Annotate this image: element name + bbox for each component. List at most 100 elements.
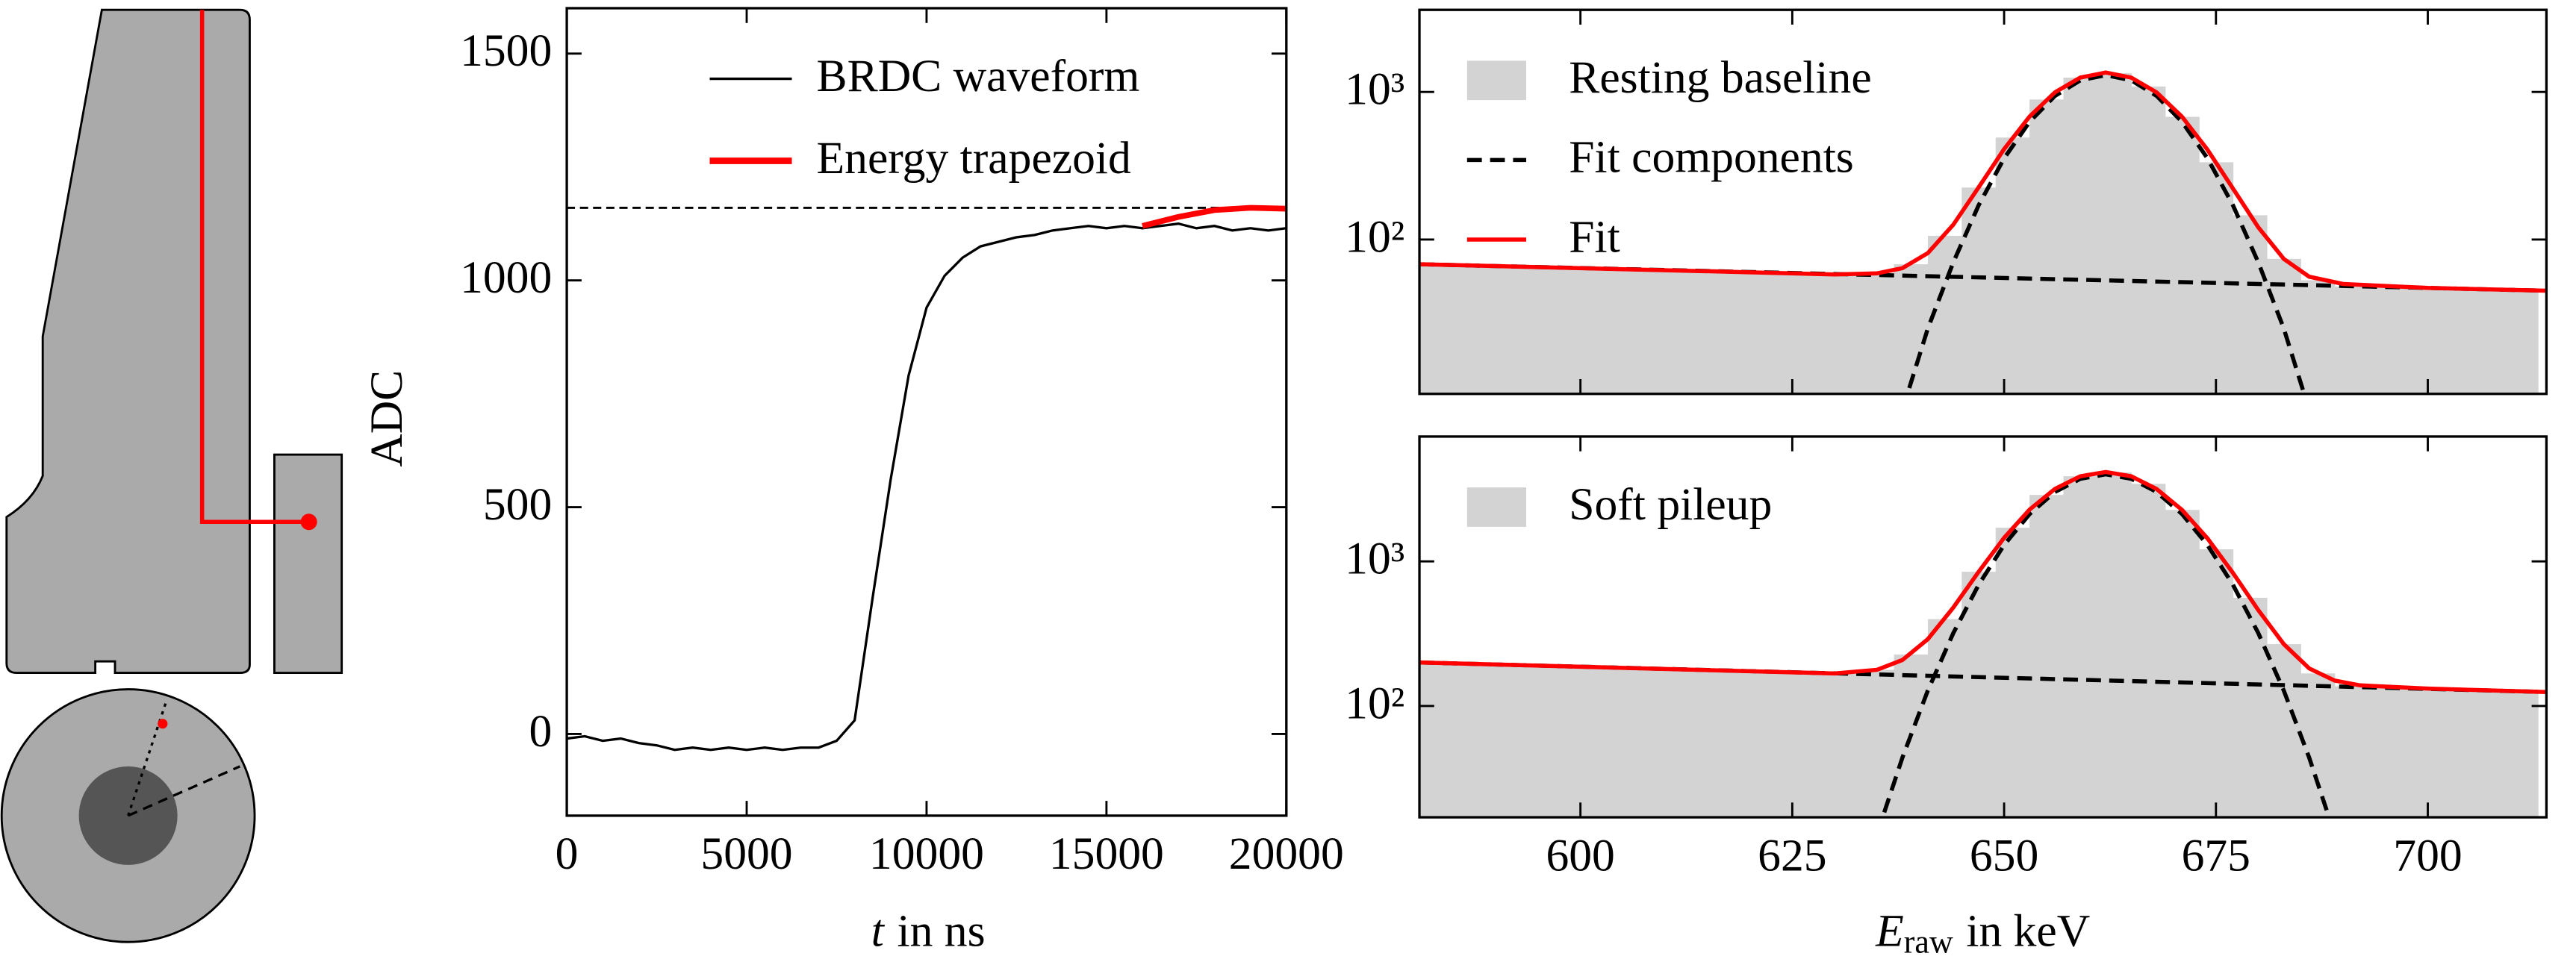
histogram-bar: [1826, 673, 1861, 818]
histogram-bar: [2504, 691, 2539, 818]
histogram-bar: [2334, 686, 2369, 818]
legend-label: Fit components: [1569, 132, 1854, 183]
histogram-bar: [2368, 687, 2404, 818]
y-axis-label: ADC: [361, 370, 412, 467]
histogram-bar: [1487, 664, 1522, 818]
plot-area: [567, 204, 1287, 752]
histogram-bar: [1555, 666, 1590, 818]
histogram-bar: [1724, 670, 1759, 818]
contact-point: [300, 513, 317, 531]
histogram-bar: [2436, 289, 2471, 394]
label-symbol: t: [871, 906, 886, 957]
detector-diagram: [0, 8, 343, 943]
histogram-bar: [2233, 598, 2268, 818]
histogram-bar: [1792, 274, 1827, 394]
label-text: in ns: [897, 906, 985, 957]
x-tick-label: 600: [1546, 830, 1614, 881]
histogram-bar: [2029, 495, 2065, 818]
histogram-bar: [2097, 73, 2132, 394]
histogram-bar: [2470, 289, 2505, 394]
x-tick-label: 650: [1970, 830, 2038, 881]
histogram-bar: [2233, 215, 2268, 394]
histogram-bar: [1453, 663, 1488, 818]
histogram-bar: [2334, 286, 2369, 394]
histogram-bar: [2199, 162, 2234, 394]
histogram-bar: [2063, 77, 2098, 394]
label-symbol: E: [1875, 906, 1904, 957]
plot-frame: [1418, 8, 2548, 396]
y-tick-label: 10²: [1345, 211, 1404, 262]
legend-label: Fit: [1569, 211, 1620, 262]
legend-label: BRDC waveform: [817, 51, 1140, 102]
y-tick-label: 10³: [1345, 64, 1404, 115]
x-tick-label: 20000: [1229, 828, 1344, 879]
x-axis-label: t in ns: [871, 906, 986, 957]
histogram-bar: [2097, 472, 2132, 818]
histogram-bar: [1860, 273, 1895, 394]
plot-frame: [565, 7, 1288, 817]
histogram-bar: [2402, 287, 2437, 394]
detector-body: [5, 8, 251, 675]
x-tick-label: 675: [2182, 830, 2250, 881]
histogram-bar: [2402, 688, 2437, 818]
histogram-bar: [1419, 663, 1455, 818]
histogram-bar: [1961, 187, 1997, 394]
legend-swatch: [1466, 487, 1527, 527]
legend: Soft pileup: [1466, 479, 1772, 530]
histogram-bar: [1690, 669, 1726, 818]
signal-path: [199, 10, 309, 525]
histogram-bar: [1860, 669, 1895, 818]
histogram-bar: [1724, 272, 1759, 394]
histogram-bar: [2368, 285, 2404, 394]
histogram-bar: [2131, 484, 2166, 818]
panel: 10² 10³ 600 625 650 675 700 Eraw in keV Soft pile…: [1345, 435, 2548, 961]
histogram-bar: [1487, 265, 1522, 394]
fit-curve: [1419, 469, 2547, 694]
histogram-bar: [1623, 668, 1658, 818]
histogram-bar: [1792, 672, 1827, 818]
y-tick-label: 1500: [460, 25, 552, 76]
fit-gaussian: [1905, 72, 2306, 394]
dashed-radius: [127, 765, 240, 817]
histogram-bar: [1995, 528, 2030, 818]
x-tick-label: 625: [1758, 830, 1826, 881]
histogram-bar: [2470, 690, 2505, 818]
interaction-point: [158, 719, 168, 729]
histogram-bar: [2504, 290, 2539, 394]
histogram-bar: [2436, 689, 2471, 818]
histogram-bar: [1758, 271, 1793, 394]
x-axis-label: Eraw in keV: [1875, 906, 2090, 961]
series-line: [567, 222, 1287, 752]
plot-frame: [1418, 435, 2548, 819]
y-tick-label: 10²: [1345, 678, 1404, 728]
histogram-bar: [2300, 673, 2336, 818]
histogram-bar: [2063, 476, 2098, 818]
label-subscript: raw: [1904, 924, 1953, 961]
series-line: [1142, 204, 1287, 229]
legend: BRDC waveform Energy trapezoid: [709, 51, 1140, 184]
legend-label: Soft pileup: [1569, 479, 1772, 530]
legend-label: Energy trapezoid: [817, 133, 1132, 184]
legend-label: Resting baseline: [1569, 52, 1871, 103]
panel: 10² 10³ Resting baseline Fit components Fit: [1345, 8, 2548, 396]
histogram-bar: [2131, 86, 2166, 394]
histogram-bar: [1555, 266, 1590, 394]
histogram-bar: [1623, 268, 1658, 394]
histogram-bar: [1588, 269, 1624, 394]
x-tick-label: 10000: [869, 828, 984, 879]
histogram-bar: [1656, 271, 1691, 394]
histogram-bar: [1419, 263, 1455, 394]
histogram-bar: [2029, 99, 2065, 394]
y-tick-label: 0: [529, 706, 552, 757]
fit-gaussian: [1880, 472, 2332, 818]
plot-area: [1419, 469, 2547, 818]
legend: Resting baseline Fit components Fit: [1466, 52, 1872, 262]
histogram-bar: [1656, 669, 1691, 818]
histogram-bar: [1894, 264, 1929, 394]
histogram-bar: [1826, 273, 1861, 394]
histogram-bar: [2300, 280, 2336, 394]
legend-swatch: [1466, 60, 1527, 101]
histogram-bar: [1690, 269, 1726, 394]
